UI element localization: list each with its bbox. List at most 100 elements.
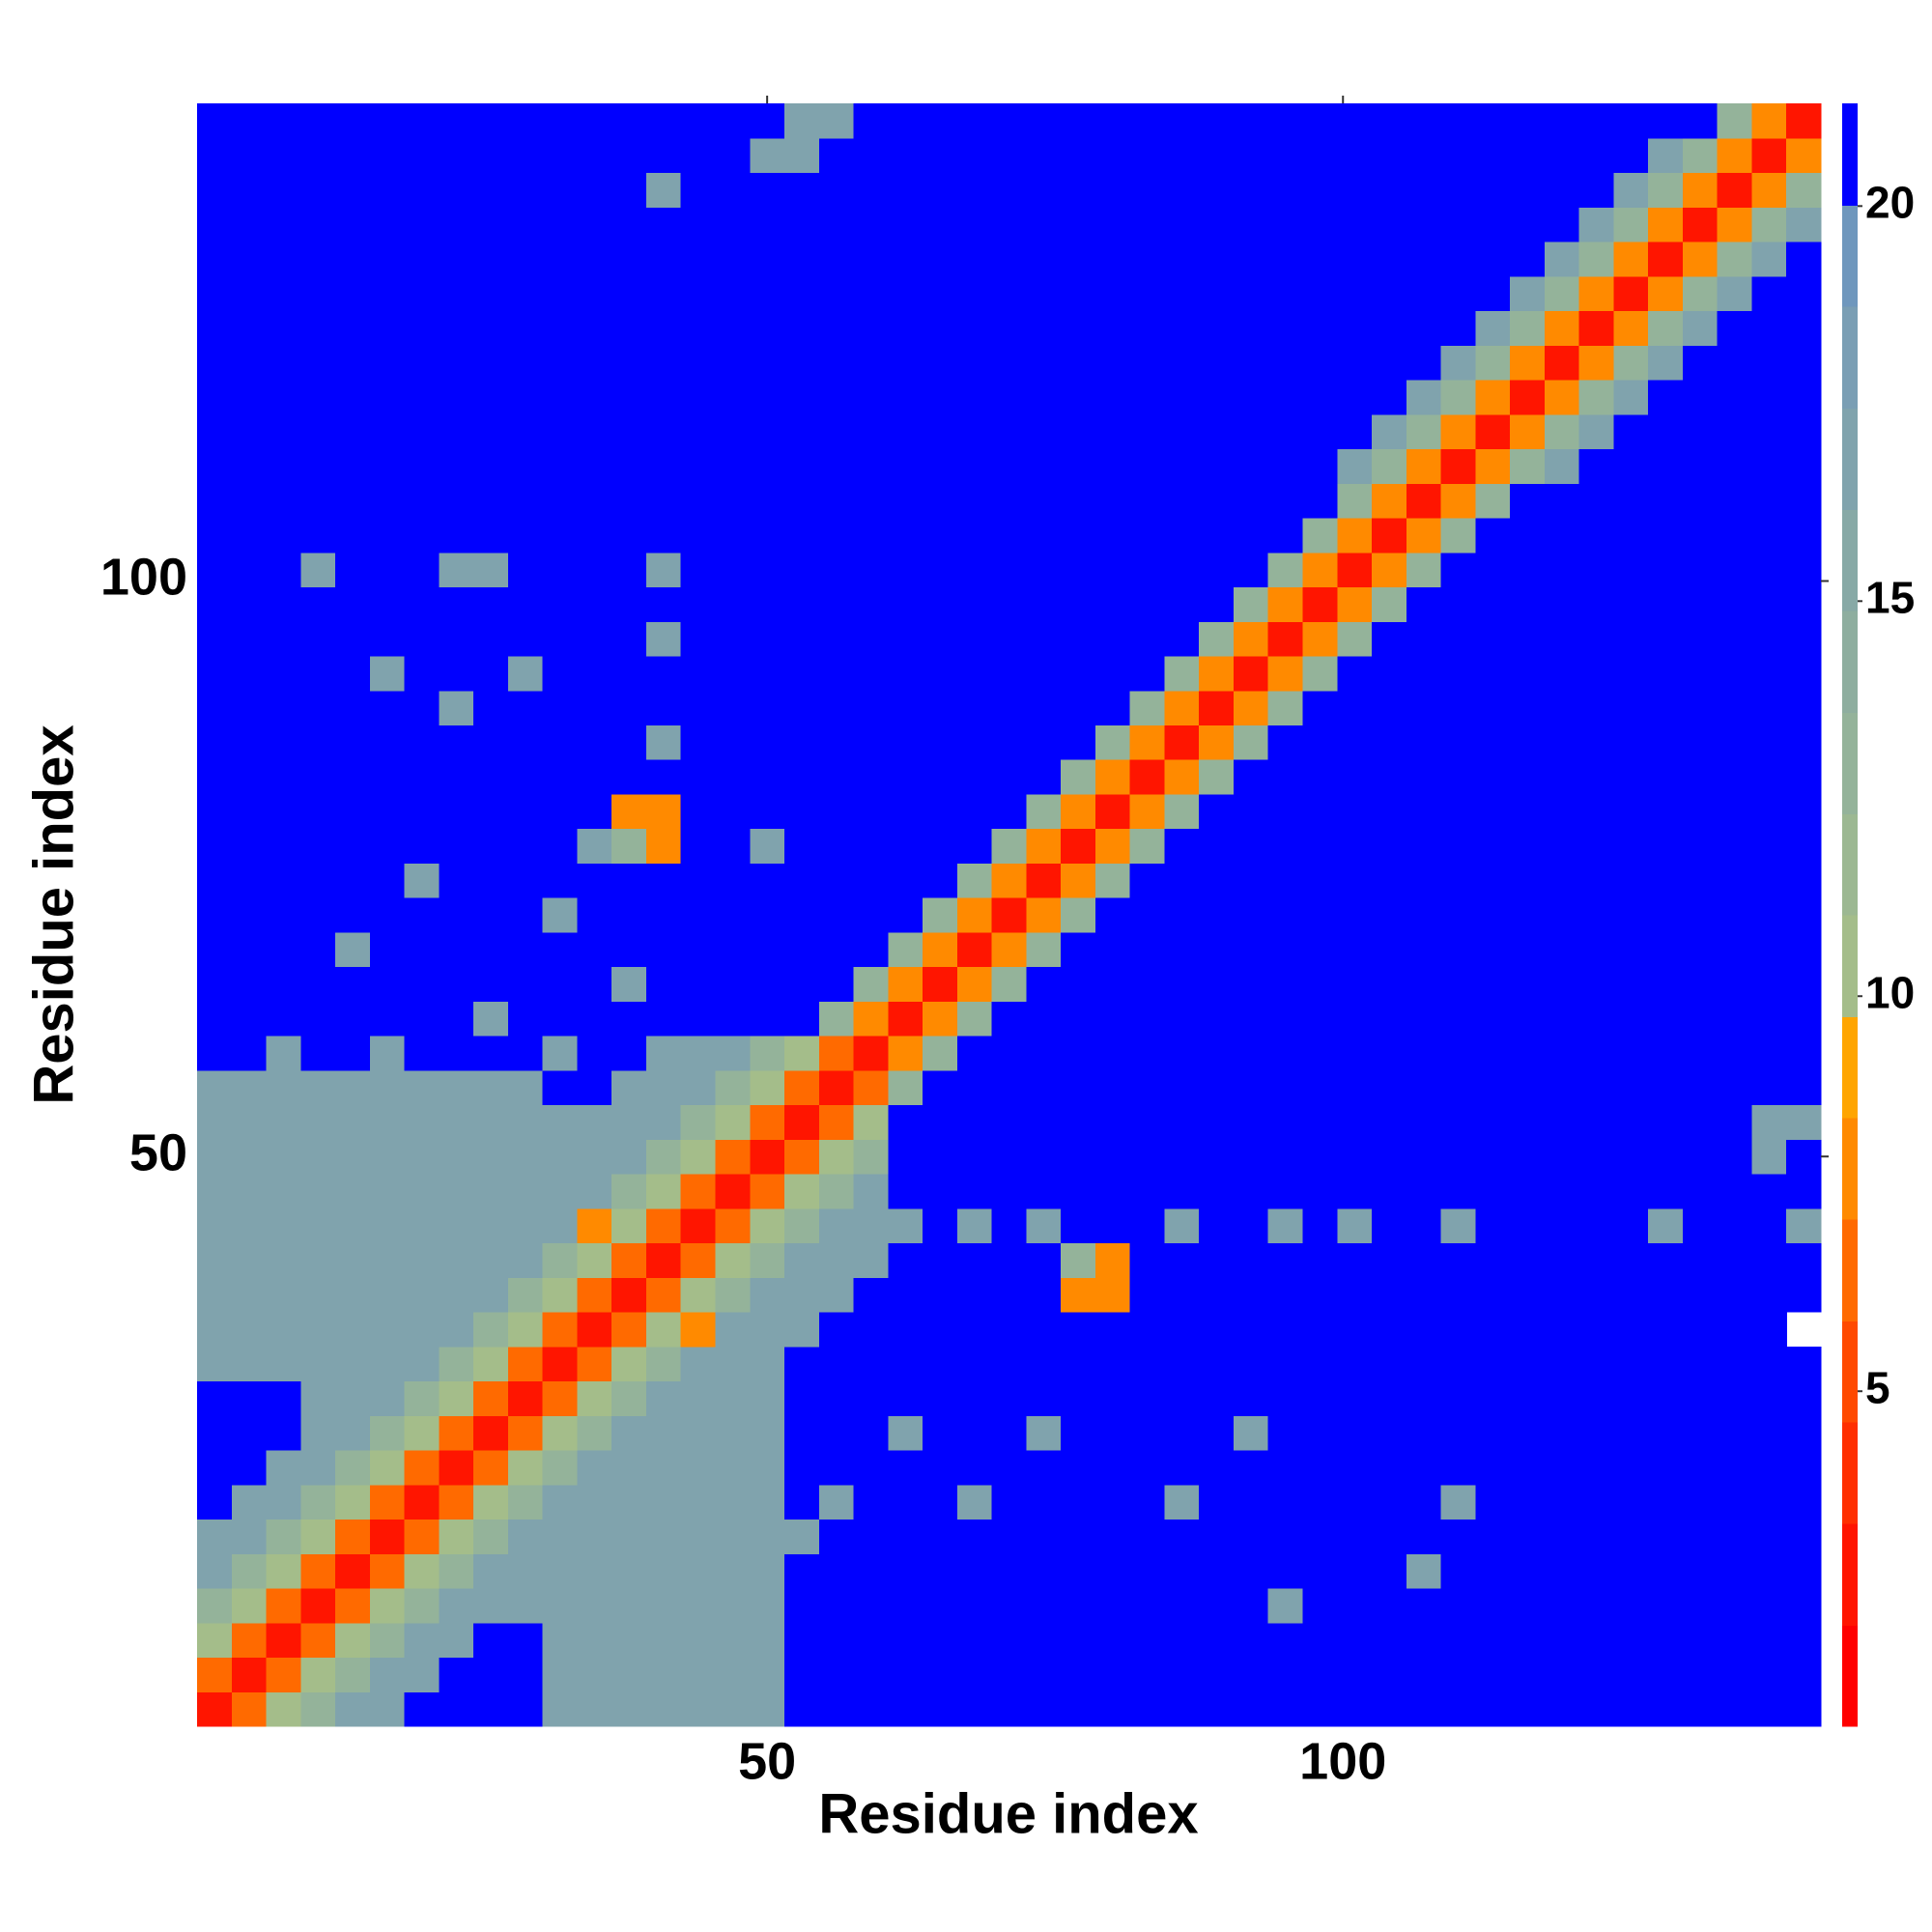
heatmap-cell bbox=[404, 1277, 440, 1313]
heatmap-cell bbox=[577, 1104, 612, 1140]
heatmap-cell bbox=[507, 103, 544, 139]
heatmap-cell bbox=[266, 310, 301, 346]
heatmap-cell bbox=[1026, 1208, 1062, 1244]
heatmap-cell bbox=[300, 828, 336, 864]
heatmap-cell bbox=[1337, 1139, 1373, 1175]
heatmap-cell bbox=[1751, 1380, 1787, 1416]
heatmap-cell bbox=[197, 897, 233, 933]
heatmap-cell bbox=[1648, 828, 1684, 864]
heatmap-cell bbox=[888, 1069, 923, 1106]
heatmap-cell bbox=[1026, 103, 1062, 139]
heatmap-cell bbox=[1786, 1691, 1822, 1727]
heatmap-cell bbox=[1129, 1277, 1166, 1313]
heatmap-cell bbox=[1233, 1553, 1269, 1589]
heatmap-cell bbox=[439, 310, 474, 346]
heatmap-cell bbox=[1302, 1519, 1338, 1554]
heatmap-cell bbox=[1440, 1657, 1476, 1692]
heatmap-cell bbox=[197, 724, 233, 760]
heatmap-cell bbox=[956, 931, 993, 968]
heatmap-cell bbox=[1406, 517, 1442, 554]
heatmap-cell bbox=[577, 1588, 612, 1624]
heatmap-cell bbox=[611, 241, 647, 277]
heatmap-cell bbox=[1475, 552, 1511, 588]
heatmap-cell bbox=[923, 345, 958, 381]
heatmap-cell bbox=[1267, 172, 1304, 208]
heatmap-cell bbox=[1164, 1588, 1200, 1624]
heatmap-cell bbox=[197, 828, 233, 864]
heatmap-cell bbox=[1302, 1622, 1338, 1659]
heatmap-cell bbox=[1786, 897, 1822, 933]
heatmap-cell bbox=[1717, 1104, 1753, 1140]
heatmap-cell bbox=[956, 1277, 993, 1313]
heatmap-cell bbox=[1475, 172, 1511, 208]
heatmap-cell bbox=[1440, 1242, 1476, 1278]
heatmap-cell bbox=[1440, 1519, 1476, 1554]
heatmap-cell bbox=[1510, 103, 1546, 139]
heatmap-cell bbox=[1372, 310, 1407, 346]
heatmap-cell bbox=[1302, 931, 1338, 968]
heatmap-cell bbox=[1682, 1415, 1719, 1451]
heatmap-cell bbox=[1440, 137, 1476, 174]
heatmap-cell bbox=[197, 1001, 233, 1037]
heatmap-cell bbox=[335, 1139, 371, 1175]
heatmap-cell bbox=[1578, 621, 1615, 657]
heatmap-cell bbox=[956, 1484, 993, 1520]
heatmap-cell bbox=[923, 1174, 958, 1209]
heatmap-cell bbox=[1233, 345, 1269, 381]
heatmap-cell bbox=[1717, 586, 1753, 622]
heatmap-cell bbox=[1578, 413, 1615, 450]
heatmap-cell bbox=[1199, 1691, 1235, 1727]
heatmap-cell bbox=[439, 448, 474, 484]
heatmap-cell bbox=[818, 448, 855, 484]
heatmap-cell bbox=[1094, 310, 1131, 346]
heatmap-cell bbox=[1337, 1208, 1373, 1244]
heatmap-cell bbox=[197, 552, 233, 588]
heatmap-cell bbox=[956, 241, 993, 277]
heatmap-cell bbox=[266, 690, 301, 726]
heatmap-cell bbox=[956, 172, 993, 208]
heatmap-cell bbox=[645, 137, 682, 174]
heatmap-cell bbox=[611, 275, 647, 312]
heatmap-cell bbox=[1510, 275, 1546, 312]
heatmap-cell bbox=[197, 483, 233, 519]
heatmap-cell bbox=[1717, 1519, 1753, 1554]
heatmap-cell bbox=[335, 1036, 371, 1071]
heatmap-cell bbox=[231, 793, 268, 830]
heatmap-cell bbox=[923, 966, 958, 1002]
heatmap-cell bbox=[923, 1415, 958, 1451]
heatmap-cell bbox=[1302, 413, 1338, 450]
heatmap-cell bbox=[923, 275, 958, 312]
heatmap-cell bbox=[473, 931, 509, 968]
heatmap-cell bbox=[1302, 966, 1338, 1002]
heatmap-cell bbox=[1613, 586, 1649, 622]
heatmap-cell bbox=[888, 1277, 923, 1313]
heatmap-cell bbox=[1372, 1208, 1407, 1244]
heatmap-cell bbox=[1786, 310, 1822, 346]
heatmap-cell bbox=[1682, 1277, 1719, 1313]
heatmap-cell bbox=[369, 828, 406, 864]
heatmap-cell bbox=[853, 1553, 889, 1589]
heatmap-cell bbox=[1751, 207, 1787, 242]
heatmap-cell bbox=[784, 1104, 820, 1140]
heatmap-cell bbox=[1544, 1346, 1580, 1382]
heatmap-cell bbox=[853, 586, 889, 622]
heatmap-cell bbox=[818, 413, 855, 450]
heatmap-cell bbox=[784, 103, 820, 139]
heatmap-cell bbox=[1578, 897, 1615, 933]
heatmap-cell bbox=[956, 863, 993, 898]
heatmap-cell bbox=[1648, 1346, 1684, 1382]
heatmap-cell bbox=[231, 1242, 268, 1278]
heatmap-cell bbox=[645, 1174, 682, 1209]
heatmap-cell bbox=[266, 1691, 301, 1727]
heatmap-cell bbox=[577, 310, 612, 346]
heatmap-cell bbox=[1440, 483, 1476, 519]
heatmap-cell bbox=[1302, 828, 1338, 864]
heatmap-cell bbox=[1648, 586, 1684, 622]
heatmap-cell bbox=[1372, 690, 1407, 726]
heatmap-cell bbox=[1475, 517, 1511, 554]
heatmap-cell bbox=[1026, 1312, 1062, 1348]
heatmap-cell bbox=[1302, 137, 1338, 174]
heatmap-cell bbox=[1129, 724, 1166, 760]
heatmap-cell bbox=[1613, 345, 1649, 381]
